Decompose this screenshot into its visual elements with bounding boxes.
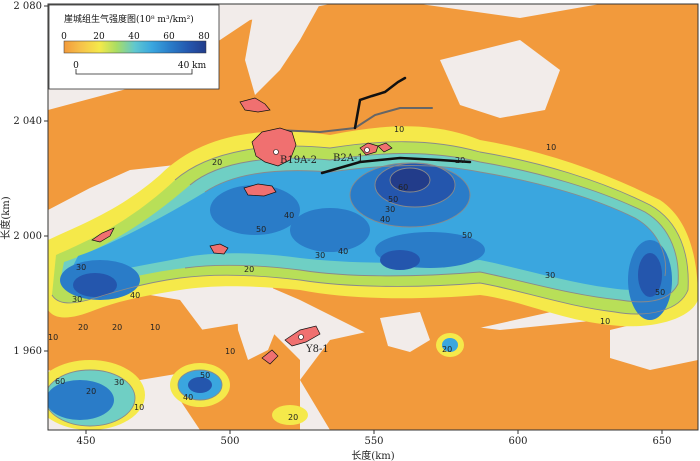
contour-label: 40 [130, 291, 140, 300]
contour-labels: 10 20 20 30 40 50 60 50 40 30 20 10 30 4… [48, 125, 665, 422]
x-axis: 450 500 550 600 650 长度(km) [76, 430, 672, 461]
scalebar [75, 69, 193, 75]
colorbar-tick: 60 [163, 32, 175, 42]
structure-6 [261, 349, 279, 365]
contour-label: 40 [338, 247, 348, 256]
y-tick-label: 2 080 [13, 1, 42, 12]
contour-label: 30 [72, 295, 82, 304]
x-tick-label: 600 [508, 436, 527, 447]
contour-label: 30 [385, 205, 395, 214]
y-tick-label: 1 960 [13, 346, 42, 357]
contour-lines [48, 141, 689, 427]
wells: B19A-2 B2A-1 Y8-1 [273, 147, 370, 355]
contour-label: 20 [212, 158, 222, 167]
contour-label: 50 [462, 231, 472, 240]
contour-label: 10 [225, 347, 235, 356]
contour-label: 30 [114, 378, 124, 387]
contour-label: 40 [380, 215, 390, 224]
well-label-b2a1: B2A-1 [333, 153, 364, 164]
contour-label: 10 [546, 143, 556, 152]
legend: 崖城组生气强度图(10⁸ m³/km²) 0 20 40 60 80 0 40 … [48, 4, 220, 90]
contour-label: 10 [394, 125, 404, 134]
well-b19a2-marker [273, 149, 279, 155]
contour-label: 40 [284, 211, 294, 220]
plot-frame [47, 3, 699, 431]
contour-label: 60 [55, 377, 65, 386]
contour-label: 50 [388, 195, 398, 204]
well-y81-marker [298, 334, 304, 340]
structure-5 [377, 142, 393, 153]
contour-label: 10 [150, 323, 160, 332]
structure-4 [209, 243, 229, 255]
x-tick-label: 450 [76, 436, 95, 447]
x-tick-label: 650 [652, 436, 671, 447]
contour-label: 20 [442, 345, 452, 354]
well-b2a1-marker [364, 147, 370, 153]
y-tick-label: 2 040 [13, 116, 42, 127]
x-tick-label: 500 [220, 436, 239, 447]
well-label-b19a2: B19A-2 [280, 155, 317, 166]
contour-label: 40 [183, 393, 193, 402]
contour-label: 30 [545, 271, 555, 280]
colorbar-tick: 20 [93, 32, 105, 42]
contour-label: 50 [655, 288, 665, 297]
contour-label: 10 [134, 403, 144, 412]
legend-title: 崖城组生气强度图(10⁸ m³/km²) [64, 13, 194, 25]
contour-label: 10 [48, 333, 58, 342]
y-axis-title: 长度(km) [0, 196, 12, 239]
fault-gray [275, 107, 433, 134]
y-tick-label: 2 000 [13, 231, 42, 242]
structure-3 [91, 227, 115, 243]
contour-label: 10 [600, 317, 610, 326]
scalebar-tick: 40 km [178, 61, 207, 71]
contour-label: 20 [288, 413, 298, 422]
structure-b19a [251, 127, 297, 167]
scalebar-tick: 0 [73, 61, 79, 71]
contour-label: 20 [86, 387, 96, 396]
colorbar-tick: 0 [61, 32, 67, 42]
x-tick-label: 550 [364, 436, 383, 447]
colorbar-tick: 80 [198, 32, 210, 42]
contour-label: 60 [398, 183, 408, 192]
contour-label: 20 [112, 323, 122, 332]
contour-label: 30 [315, 251, 325, 260]
contour-label: 50 [256, 225, 266, 234]
colorbar-tick: 40 [128, 32, 140, 42]
contour-band-70 [390, 168, 430, 192]
fault-south [320, 156, 472, 175]
contour-label: 20 [78, 323, 88, 332]
x-axis-title: 长度(km) [351, 449, 394, 461]
contour-label: 30 [76, 263, 86, 272]
contour-label: 20 [455, 156, 465, 165]
contour-label: 20 [244, 265, 254, 274]
y-axis: 2 080 2 040 2 000 1 960 长度(km) [0, 1, 48, 357]
fault-north [353, 76, 407, 130]
structure-2 [243, 183, 277, 197]
contour-label: 50 [200, 371, 210, 380]
structure-1 [239, 97, 271, 113]
fault-lines [275, 76, 472, 175]
colorbar [63, 40, 207, 54]
well-label-y81: Y8-1 [305, 344, 329, 355]
